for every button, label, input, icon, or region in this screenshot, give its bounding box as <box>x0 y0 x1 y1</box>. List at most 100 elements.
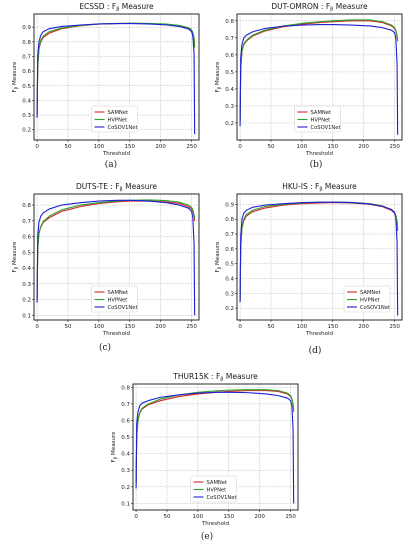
y-tick-label: 0.1 <box>22 313 31 319</box>
x-tick-label: 50 <box>163 514 170 520</box>
caption-c: (c) <box>98 343 112 353</box>
series-line-cosov1net <box>36 22 196 135</box>
y-tick-label: 0.3 <box>121 468 130 474</box>
y-tick-label: 0.5 <box>225 262 234 268</box>
legend-label-cosov1net: CoSOV1Net <box>311 125 341 131</box>
y-tick-label: 0.2 <box>225 121 234 127</box>
chart-title: DUTS-TE : Fβ Measure <box>76 182 157 193</box>
x-tick-label: 100 <box>193 514 204 520</box>
y-tick-label: 0.2 <box>121 485 130 491</box>
x-tick-label: 250 <box>389 144 400 150</box>
y-tick-label: 0.3 <box>22 113 31 119</box>
x-tick-label: 200 <box>254 514 265 520</box>
x-tick-label: 0 <box>238 144 242 150</box>
series-line-hvpnet <box>135 389 295 486</box>
x-tick-label: 200 <box>358 144 369 150</box>
y-tick-label: 0.2 <box>225 306 234 312</box>
y-tick-label: 0.4 <box>121 452 130 458</box>
y-tick-label: 0.3 <box>22 282 31 288</box>
series-line-cosov1net <box>36 199 196 316</box>
x-tick-label: 100 <box>94 144 105 150</box>
legend-label-samnet: SAMNet <box>108 110 129 116</box>
x-tick-label: 250 <box>389 324 400 330</box>
x-tick-label: 0 <box>35 144 39 150</box>
x-tick-label: 50 <box>64 324 71 330</box>
legend-label-samnet: SAMNet <box>108 290 129 296</box>
chart-title: ECSSD : Fβ Measure <box>79 2 154 13</box>
x-tick-label: 200 <box>358 324 369 330</box>
x-tick-label: 0 <box>238 324 242 330</box>
y-tick-label: 0.5 <box>121 435 130 441</box>
x-tick-label: 0 <box>134 514 138 520</box>
y-axis-label: Fβ Measure <box>12 241 18 272</box>
chart-duts-te: 0 50 100 150 200 250 0.1 0.2 0.3 0.4 0.5 0.6 0.7 0.8 D… <box>12 182 200 337</box>
x-tick-label: 100 <box>94 324 105 330</box>
x-tick-label: 150 <box>125 144 136 150</box>
series-line-cosov1net <box>239 24 399 135</box>
x-tick-label: 150 <box>224 514 235 520</box>
y-tick-label: 0.4 <box>22 98 31 104</box>
series-line-cosov1net <box>239 201 399 316</box>
x-tick-label: 100 <box>297 324 308 330</box>
x-tick-label: 150 <box>328 324 339 330</box>
plot-border <box>33 193 200 321</box>
chart-hku-is: 0 50 100 150 200 250 0.2 0.3 0.4 0.5 0.6 0.7 0.8 0.9 H… <box>215 182 403 337</box>
y-tick-label: 0.8 <box>22 203 31 209</box>
y-tick-label: 0.3 <box>225 291 234 297</box>
y-tick-label: 0.9 <box>22 25 31 31</box>
chart-title: DUT-OMRON : Fβ Measure <box>271 2 368 13</box>
legend-label-samnet: SAMNet <box>360 290 381 296</box>
y-axis-label: Fβ Measure <box>111 431 117 462</box>
caption-b: (b) <box>309 160 323 170</box>
y-axis-label: Fβ Measure <box>12 61 18 92</box>
legend-label-hvpnet: HVPNet <box>207 487 227 493</box>
caption-e: (e) <box>200 532 214 542</box>
x-axis-label: Threshold <box>102 151 130 157</box>
plot-border <box>236 13 403 141</box>
y-axis-label: Fβ Measure <box>215 241 221 272</box>
chart-title: THUR15K : Fβ Measure <box>172 372 258 383</box>
y-tick-label: 0.4 <box>22 266 31 272</box>
legend-label-samnet: SAMNet <box>311 110 332 116</box>
chart-thur15k: 0 50 100 150 200 250 0.1 0.2 0.3 0.4 0.5 0.6 0.7 0.8 T… <box>111 372 299 527</box>
x-tick-label: 150 <box>328 144 339 150</box>
x-tick-label: 150 <box>125 324 136 330</box>
x-tick-label: 250 <box>186 144 197 150</box>
series-line-hvpnet <box>36 199 196 302</box>
caption-a: (a) <box>104 160 118 170</box>
y-tick-label: 0.6 <box>121 418 130 424</box>
y-tick-label: 0.8 <box>225 19 234 25</box>
legend-label-cosov1net: CoSOV1Net <box>108 305 138 311</box>
legend-label-cosov1net: CoSOV1Net <box>207 495 237 501</box>
y-tick-label: 0.8 <box>22 40 31 46</box>
legend-label-hvpnet: HVPNet <box>108 117 128 123</box>
y-tick-label: 0.3 <box>225 104 234 110</box>
series-line-hvpnet <box>239 19 399 123</box>
y-tick-label: 0.2 <box>22 128 31 134</box>
x-tick-label: 200 <box>155 144 166 150</box>
y-axis-label: Fβ Measure <box>215 61 221 92</box>
y-tick-label: 0.7 <box>225 36 234 42</box>
y-tick-label: 0.8 <box>121 385 130 391</box>
x-tick-label: 100 <box>297 144 308 150</box>
y-tick-label: 0.9 <box>225 202 234 208</box>
series-line-cosov1net <box>135 391 295 504</box>
legend-label-samnet: SAMNet <box>207 480 228 486</box>
y-tick-label: 0.5 <box>22 84 31 90</box>
y-tick-label: 0.8 <box>225 217 234 223</box>
x-axis-label: Threshold <box>102 331 130 337</box>
caption-d: (d) <box>308 346 322 356</box>
plot-border <box>33 13 200 141</box>
x-tick-label: 250 <box>186 324 197 330</box>
x-axis-label: Threshold <box>305 331 333 337</box>
plot-border <box>236 193 403 321</box>
y-tick-label: 0.4 <box>225 87 234 93</box>
y-tick-label: 0.5 <box>225 70 234 76</box>
x-tick-label: 50 <box>267 144 274 150</box>
legend-label-cosov1net: CoSOV1Net <box>108 125 138 131</box>
x-axis-label: Threshold <box>305 151 333 157</box>
y-tick-label: 0.6 <box>225 53 234 59</box>
x-tick-label: 200 <box>155 324 166 330</box>
y-tick-label: 0.6 <box>225 247 234 253</box>
